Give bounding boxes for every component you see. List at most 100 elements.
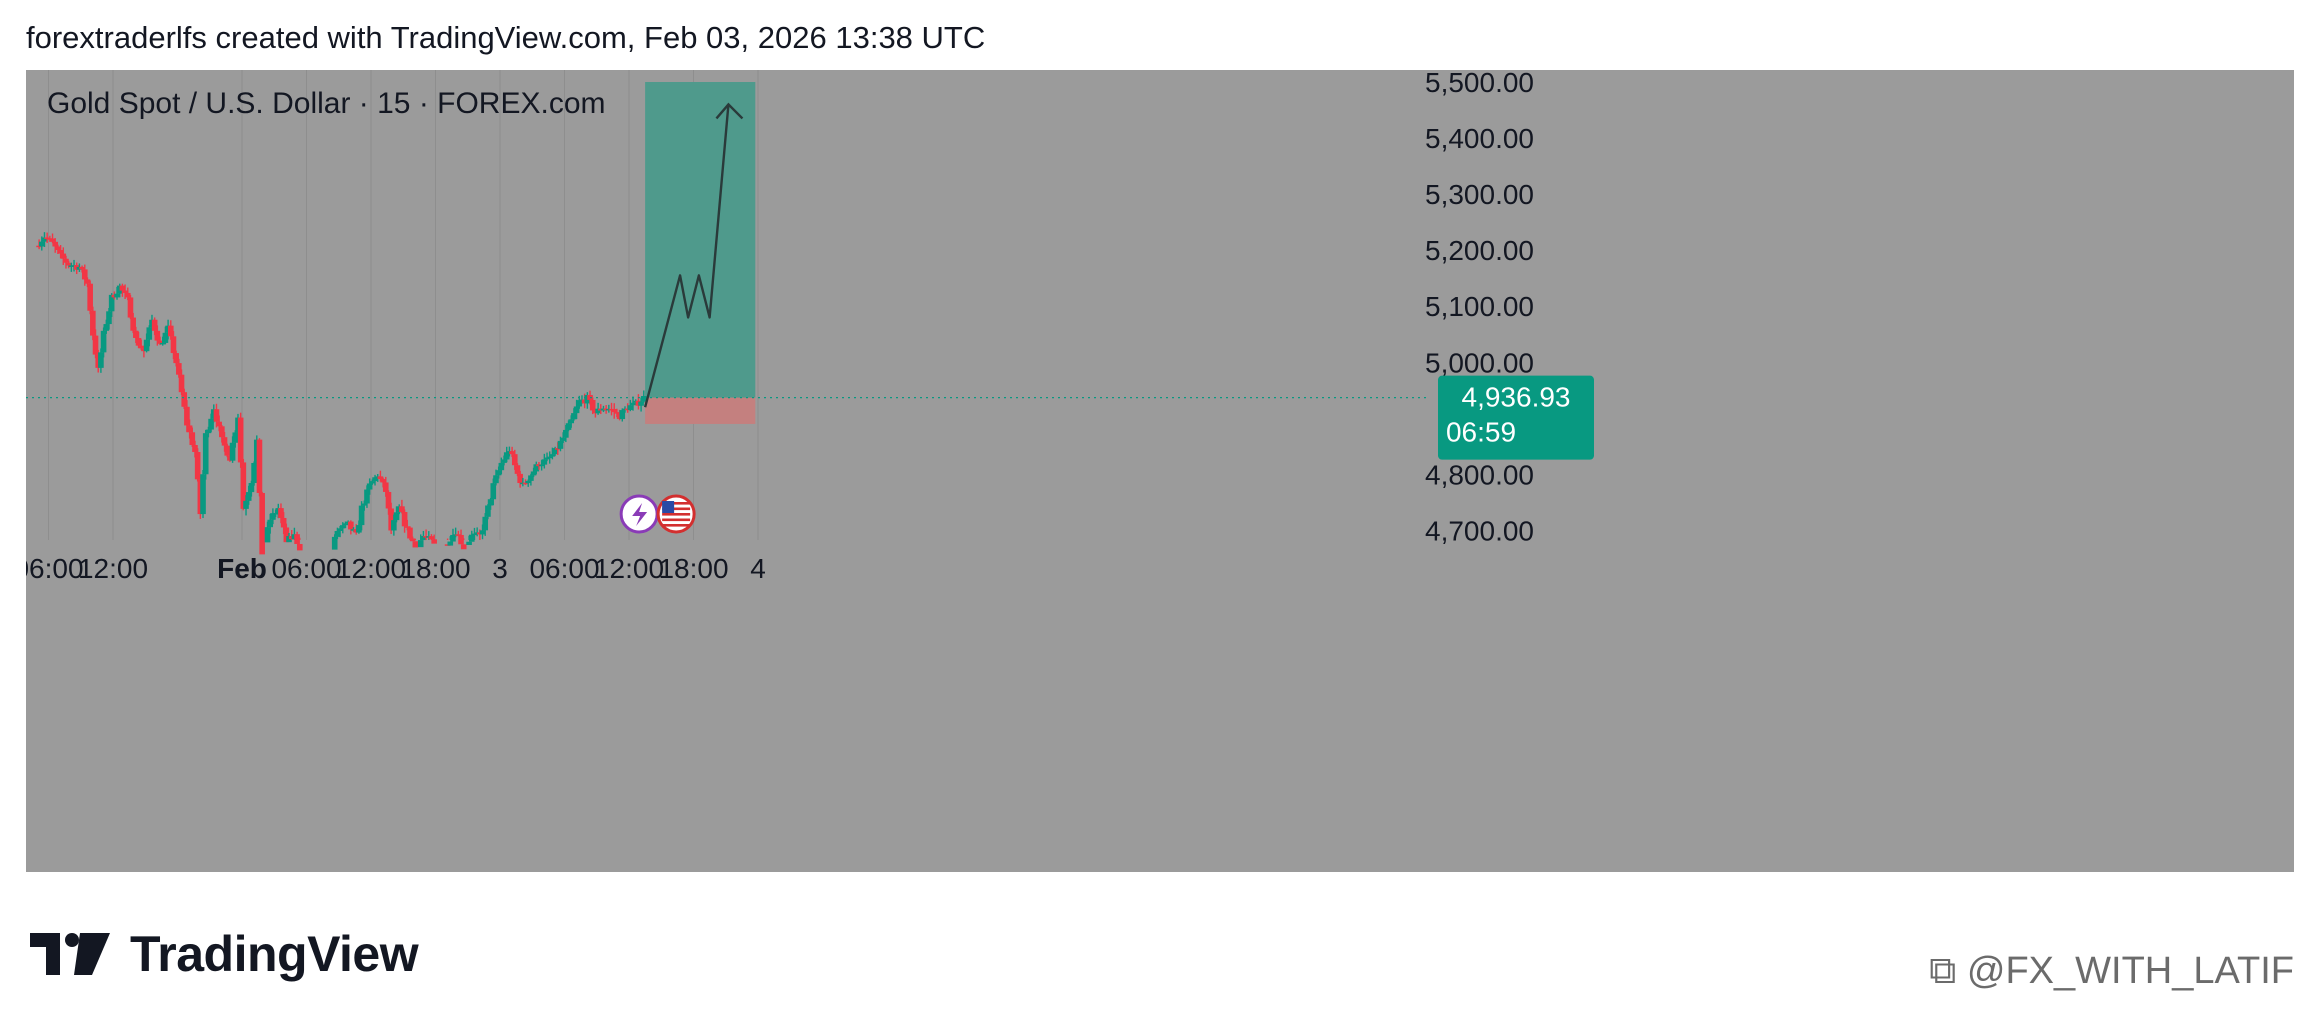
time-tick-label: 12:00 [594,553,664,584]
candle-body [294,534,300,544]
candle-body [552,448,558,455]
candle-body [522,482,529,485]
tradingview-brand[interactable]: TradingView [30,924,419,984]
time-tick-label: 18:00 [400,553,470,584]
candle-body [87,283,93,311]
caption-platform: created with TradingView.com, [215,20,636,55]
candle-body [544,457,550,460]
stop-zone [645,397,756,424]
projection-path [643,104,730,408]
candle-body [264,527,271,543]
position-zones [645,82,756,424]
candle-body [356,525,362,533]
time-tick-label: 06:00 [529,553,599,584]
candle-body [466,541,472,545]
candle-body [361,503,368,506]
time-axis[interactable]: 06:0012:00Feb06:0012:0018:00306:0012:001… [26,553,766,584]
candle-body [245,492,252,501]
candle-body [41,237,48,242]
candle-body [471,533,478,536]
candle-body [458,534,464,545]
us-flag-stripe [662,518,691,522]
candle-body [525,480,532,484]
candle-body [106,311,112,325]
candle-body [52,241,59,247]
candle-body [447,541,454,546]
candle-body [549,454,556,457]
candle-body [568,419,575,424]
countdown-value: 06:59 [1446,417,1516,448]
candle-body [57,250,64,254]
candle-body [399,506,405,513]
candle-body [130,317,136,331]
candle-body [205,429,212,434]
caption-datetime: Feb 03, 2026 13:38 UTC [644,20,986,55]
candle-body [573,406,580,414]
candle-body [377,476,384,480]
candle-body [404,526,411,528]
chart-background [26,70,2294,872]
candle-body [154,330,161,341]
chart-panel[interactable]: Gold Spot / U.S. Dollar · 15 · FOREX.com… [26,70,2294,872]
candle-body [560,437,566,441]
candle-body [103,324,110,331]
candle-body [366,483,373,490]
candle-body [65,262,72,266]
candle-body [90,310,96,336]
price-tick-label: 5,300.00 [1425,179,1534,210]
candle-body [243,500,249,509]
candle-body [272,512,279,515]
candle-body [479,530,486,535]
candle-body [557,440,564,449]
candle-body [280,517,287,528]
candle-body [493,475,499,484]
candle-body [533,464,540,472]
target-zone [645,82,756,398]
candle-body [485,505,491,517]
candle-body [248,482,255,493]
candle-body [401,512,408,527]
candle-body [503,452,510,460]
candle-body [84,279,91,284]
candle-body [38,241,45,247]
time-tick-label: 3 [492,553,508,584]
candle-body [450,534,456,542]
watermark-icon: ⧉ [1929,950,1967,992]
candle-body [259,492,265,555]
price-axis[interactable]: 4,700.00 4,800.00 5,000.00 5,100.00 5,200.00… [1425,70,1534,546]
candle-body [589,399,596,411]
last-price-label: 4,936.93 06:59 [1438,375,1594,460]
candle-body [189,432,196,446]
candle-body [127,297,134,318]
candle-body [420,536,427,541]
candle-body [176,363,182,375]
candle-body [100,330,107,353]
candle-body [200,474,206,515]
candle-body [178,374,185,393]
candle-body [417,540,424,548]
watermark-text: @FX_WITH_LATIF [1966,950,2294,992]
candle-body [143,339,150,352]
candle-body [630,402,636,406]
candle-body [554,448,561,450]
candlestick-chart[interactable]: Gold Spot / U.S. Dollar · 15 · FOREX.com… [26,70,2294,872]
candle-body [331,536,338,550]
candle-body [541,459,548,465]
price-tick-label: 5,000.00 [1425,347,1534,378]
candle-body [563,429,569,438]
price-tick-label: 5,200.00 [1425,235,1534,266]
candle-body [98,352,104,368]
time-tick-label: Feb [217,553,267,584]
candle-body [224,445,231,456]
time-tick-label: 4 [750,553,766,584]
candle-body [270,513,276,520]
candle-body [135,337,142,346]
time-tick-label: 06:00 [26,553,84,584]
candle-body [407,527,413,539]
price-tick-label: 4,700.00 [1425,515,1534,546]
candle-body [151,319,158,331]
candle-body [79,266,85,270]
candle-body [55,246,61,251]
candle-body [487,499,494,506]
us-flag-stripe [662,507,691,511]
